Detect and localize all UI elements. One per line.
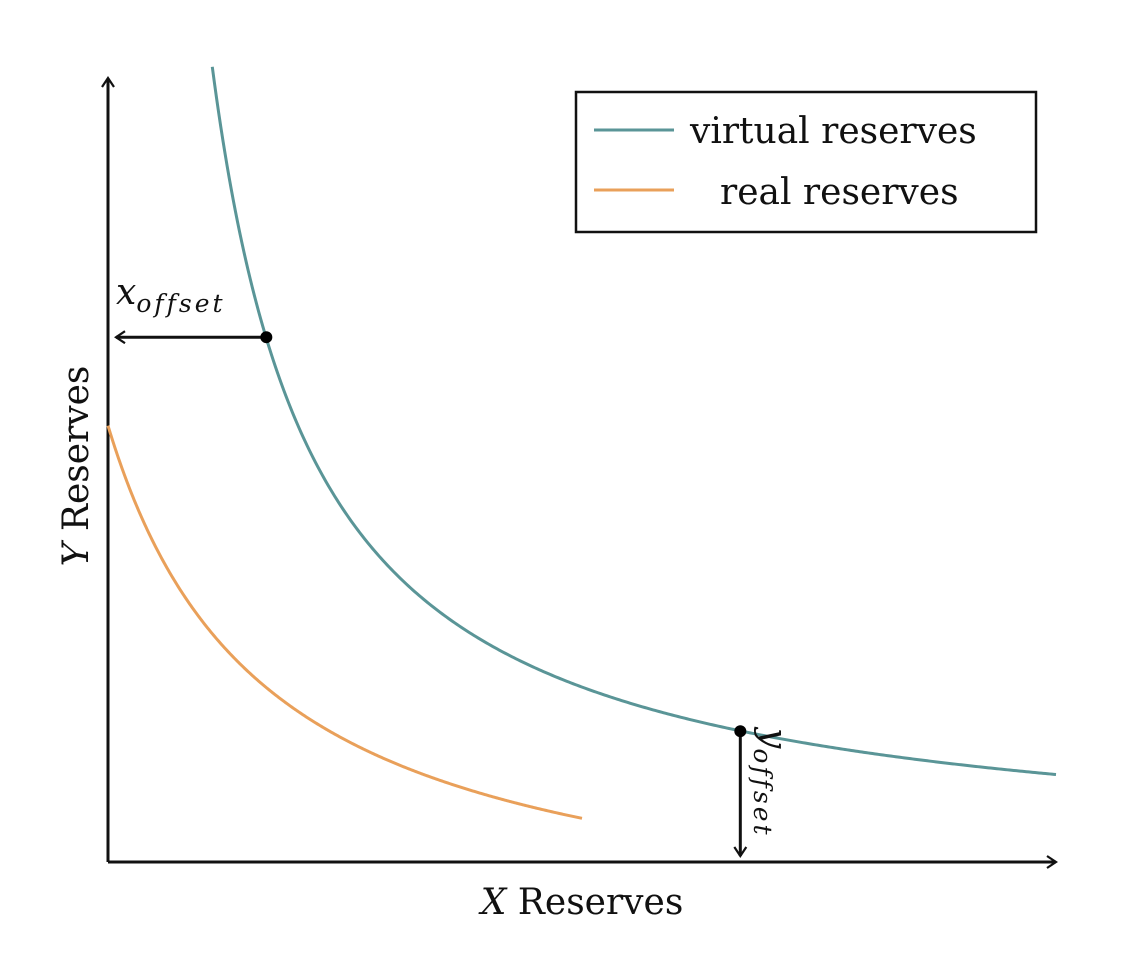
x-offset-point <box>260 331 273 344</box>
legend-label-real: real reserves <box>720 172 959 213</box>
y-offset-point <box>734 725 747 738</box>
x-offset-label: xoffset <box>116 272 226 318</box>
legend-label-virtual: virtual reserves <box>689 111 977 152</box>
y-axis-title: Y Reserves <box>56 366 97 567</box>
real-reserves-line <box>106 425 583 820</box>
y-offset-label: yoffset <box>748 726 794 838</box>
x-axis-title: X Reserves <box>478 882 684 923</box>
legend-box <box>574 90 1038 234</box>
legend: virtual reserves real reserves <box>574 90 1038 234</box>
virtual-reserves-line <box>210 66 1057 777</box>
